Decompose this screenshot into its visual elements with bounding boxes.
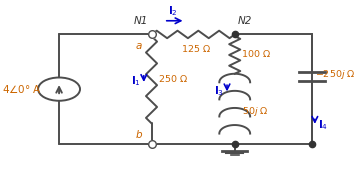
- Text: $\mathbf{I}_4$: $\mathbf{I}_4$: [318, 118, 328, 132]
- Text: 125 Ω: 125 Ω: [182, 45, 210, 54]
- Text: 50$j$ Ω: 50$j$ Ω: [242, 105, 269, 118]
- Text: N2: N2: [238, 16, 252, 26]
- Text: b: b: [136, 130, 143, 140]
- Text: N1: N1: [134, 16, 148, 26]
- Text: a: a: [136, 41, 143, 51]
- Text: 100 Ω: 100 Ω: [242, 51, 271, 59]
- Text: 250 Ω: 250 Ω: [159, 75, 188, 84]
- Text: $\mathbf{I}_2$: $\mathbf{I}_2$: [168, 4, 178, 18]
- Text: $-250j$ Ω: $-250j$ Ω: [315, 68, 356, 81]
- Text: $4\angle 0°$ A: $4\angle 0°$ A: [2, 83, 42, 95]
- Text: $\mathbf{I}_3$: $\mathbf{I}_3$: [214, 84, 224, 98]
- Text: $\mathbf{I}_1$: $\mathbf{I}_1$: [131, 75, 141, 88]
